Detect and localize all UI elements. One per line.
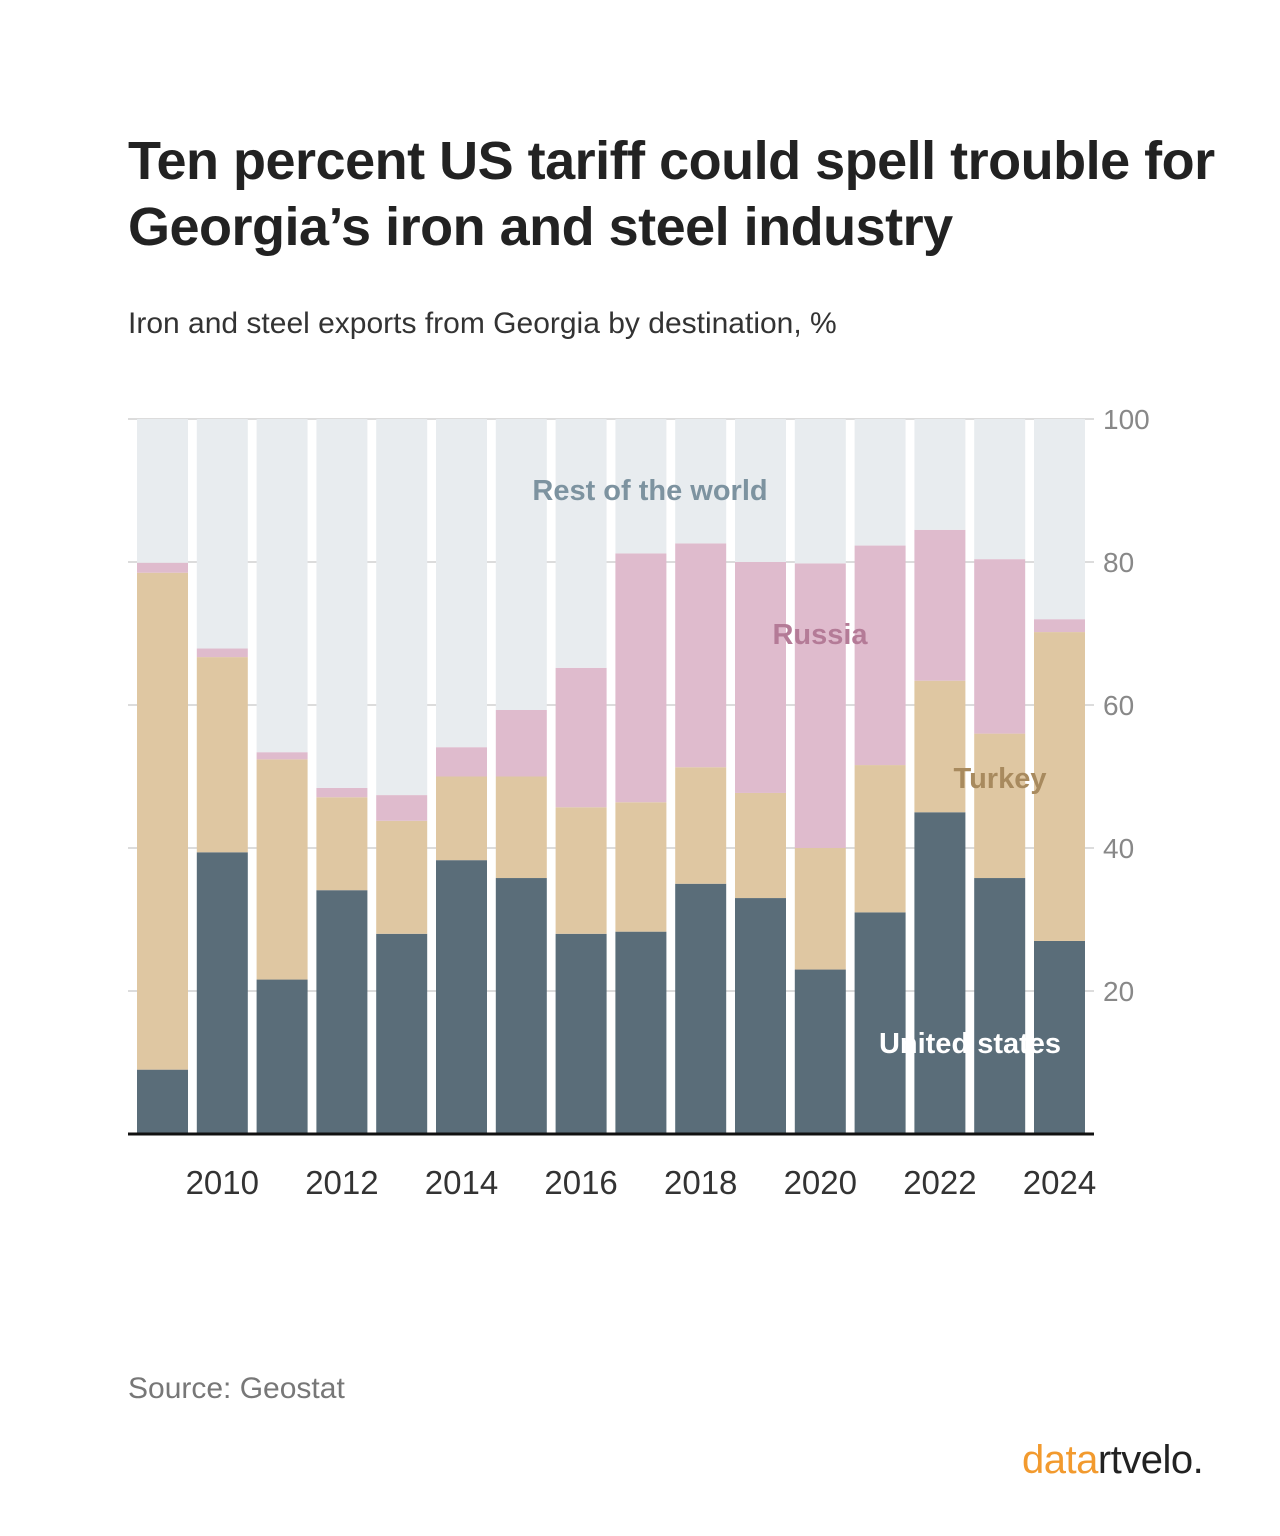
bar-segment-2017-united-states: [615, 931, 667, 1134]
bar-segment-2019-russia: [735, 562, 786, 793]
x-tick-label-2022: 2022: [903, 1164, 976, 1201]
chart-subtitle: Iron and steel exports from Georgia by d…: [128, 307, 837, 340]
y-tick-label-40: 40: [1103, 833, 1134, 864]
bar-segment-2020-rest-of-the-world: [794, 419, 846, 564]
bar-segment-2014-turkey: [436, 776, 487, 861]
chart-title: Ten percent US tariff could spell troubl…: [128, 131, 1215, 257]
bar-segment-2011-united-states: [256, 979, 308, 1134]
bar-segment-2020-united-states: [794, 969, 846, 1134]
bar-segment-2009-turkey: [137, 572, 188, 1070]
series-labels: Rest of the world Russia Turkey United s…: [532, 475, 1061, 1060]
bar-segment-2018-turkey: [675, 767, 727, 884]
series-label-turkey: Turkey: [954, 763, 1047, 795]
bar-segment-2009-russia: [137, 562, 188, 573]
bar-segment-2020-turkey: [794, 848, 846, 970]
series-label-united-states: United states: [879, 1028, 1061, 1060]
x-tick-label-2018: 2018: [664, 1164, 737, 1201]
source-note: Source: Geostat: [128, 1372, 345, 1405]
bar-segment-2016-russia: [555, 667, 607, 808]
bar-segment-2010-turkey: [196, 657, 248, 853]
bar-segment-2022-turkey: [914, 680, 966, 813]
bar-segment-2019-turkey: [735, 792, 786, 899]
bar-segment-2018-rest-of-the-world: [675, 419, 727, 544]
bar-segment-2009-united-states: [137, 1069, 188, 1134]
bar-segment-2013-united-states: [376, 933, 428, 1134]
bar-segment-2020-russia: [794, 563, 846, 848]
logo-part-rtvelo: rtvelo.: [1097, 1438, 1204, 1482]
y-tick-label-60: 60: [1103, 690, 1134, 721]
bar-segment-2016-turkey: [555, 807, 607, 934]
bar-segment-2018-russia: [675, 543, 727, 768]
bar-segment-2023-united-states: [974, 878, 1026, 1134]
bar-segment-2016-rest-of-the-world: [555, 419, 607, 668]
bar-segment-2011-rest-of-the-world: [256, 419, 308, 753]
bar-segment-2009-rest-of-the-world: [137, 419, 188, 563]
logo-part-data: data: [1022, 1438, 1098, 1482]
bar-segment-2022-united-states: [914, 812, 966, 1134]
bar-segment-2013-rest-of-the-world: [376, 419, 428, 796]
datartvelo-logo: datartvelo.: [1022, 1438, 1204, 1483]
series-label-russia: Russia: [772, 619, 868, 651]
bar-segment-2016-united-states: [555, 933, 607, 1134]
bar-segment-2024-russia: [1034, 619, 1085, 633]
bar-segment-2013-turkey: [376, 820, 428, 934]
x-axis-ticks: 2010 2012 2014 2016 2018 2020 2022 2024: [186, 1164, 1097, 1201]
bar-segment-2012-rest-of-the-world: [316, 419, 368, 788]
bars: [137, 419, 1085, 1134]
bar-segment-2021-rest-of-the-world: [854, 419, 906, 546]
y-axis-ticks: 20 40 60 80 100: [1103, 404, 1150, 1007]
bar-segment-2023-russia: [974, 559, 1026, 734]
bar-segment-2013-russia: [376, 795, 428, 821]
bar-segment-2021-united-states: [854, 912, 906, 1134]
bar-segment-2022-rest-of-the-world: [914, 419, 966, 530]
bar-segment-2010-united-states: [196, 852, 248, 1134]
bar-segment-2024-united-states: [1034, 940, 1085, 1134]
bar-segment-2012-united-states: [316, 890, 368, 1134]
bar-segment-2017-turkey: [615, 802, 667, 932]
bar-segment-2015-united-states: [495, 878, 547, 1134]
bar-segment-2023-turkey: [974, 733, 1026, 879]
bar-segment-2011-russia: [256, 752, 308, 760]
bar-segment-2023-rest-of-the-world: [974, 419, 1026, 560]
y-tick-label-100: 100: [1103, 404, 1150, 435]
bar-segment-2012-russia: [316, 787, 368, 798]
bar-segment-2012-turkey: [316, 797, 368, 891]
x-tick-label-2010: 2010: [186, 1164, 259, 1201]
bar-segment-2024-rest-of-the-world: [1034, 419, 1085, 620]
x-tick-label-2012: 2012: [305, 1164, 378, 1201]
y-tick-label-80: 80: [1103, 547, 1134, 578]
bar-segment-2015-russia: [495, 710, 547, 777]
bar-segment-2014-rest-of-the-world: [436, 419, 487, 748]
bar-segment-2019-united-states: [735, 898, 786, 1134]
series-label-rest-of-the-world: Rest of the world: [532, 475, 767, 507]
bar-segment-2010-russia: [196, 648, 248, 658]
bar-segment-2024-turkey: [1034, 632, 1085, 941]
bar-segment-2019-rest-of-the-world: [735, 419, 786, 562]
x-tick-label-2024: 2024: [1023, 1164, 1096, 1201]
x-tick-label-2020: 2020: [784, 1164, 857, 1201]
bar-segment-2017-russia: [615, 553, 667, 803]
x-tick-label-2016: 2016: [544, 1164, 617, 1201]
bar-segment-2010-rest-of-the-world: [196, 419, 248, 649]
y-tick-label-20: 20: [1103, 976, 1134, 1007]
bar-segment-2015-turkey: [495, 776, 547, 879]
x-tick-label-2014: 2014: [425, 1164, 498, 1201]
bar-segment-2014-russia: [436, 747, 487, 777]
bar-segment-2022-russia: [914, 529, 966, 681]
bar-segment-2018-united-states: [675, 883, 727, 1134]
bar-segment-2011-turkey: [256, 759, 308, 980]
bar-segment-2021-russia: [854, 545, 906, 766]
bar-segment-2021-turkey: [854, 765, 906, 913]
bar-segment-2014-united-states: [436, 860, 487, 1134]
bar-segment-2017-rest-of-the-world: [615, 419, 667, 554]
bar-segment-2015-rest-of-the-world: [495, 419, 547, 711]
